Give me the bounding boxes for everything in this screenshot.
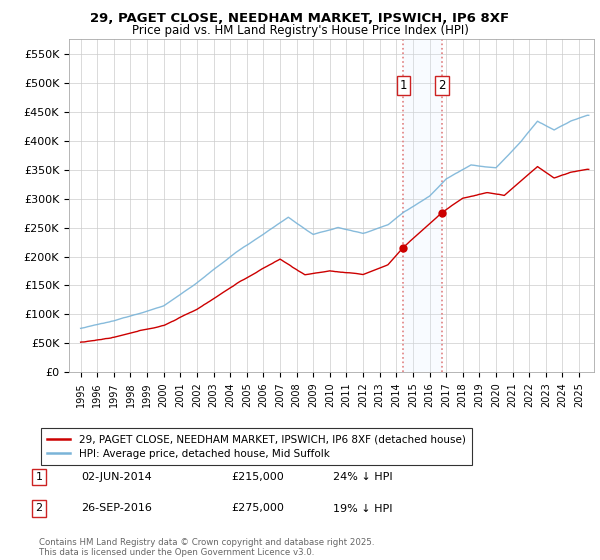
Text: 1: 1: [35, 472, 43, 482]
Text: 2: 2: [438, 80, 446, 92]
Text: £275,000: £275,000: [231, 503, 284, 514]
Text: 02-JUN-2014: 02-JUN-2014: [81, 472, 152, 482]
Text: Price paid vs. HM Land Registry's House Price Index (HPI): Price paid vs. HM Land Registry's House …: [131, 24, 469, 36]
Legend: 29, PAGET CLOSE, NEEDHAM MARKET, IPSWICH, IP6 8XF (detached house), HPI: Average: 29, PAGET CLOSE, NEEDHAM MARKET, IPSWICH…: [41, 428, 472, 465]
Text: 26-SEP-2016: 26-SEP-2016: [81, 503, 152, 514]
Text: 29, PAGET CLOSE, NEEDHAM MARKET, IPSWICH, IP6 8XF: 29, PAGET CLOSE, NEEDHAM MARKET, IPSWICH…: [91, 12, 509, 25]
Text: £215,000: £215,000: [231, 472, 284, 482]
Text: 19% ↓ HPI: 19% ↓ HPI: [333, 503, 392, 514]
Text: 2: 2: [35, 503, 43, 514]
Text: 1: 1: [400, 80, 407, 92]
Text: 24% ↓ HPI: 24% ↓ HPI: [333, 472, 392, 482]
Text: Contains HM Land Registry data © Crown copyright and database right 2025.
This d: Contains HM Land Registry data © Crown c…: [39, 538, 374, 557]
Bar: [403, 39, 442, 372]
